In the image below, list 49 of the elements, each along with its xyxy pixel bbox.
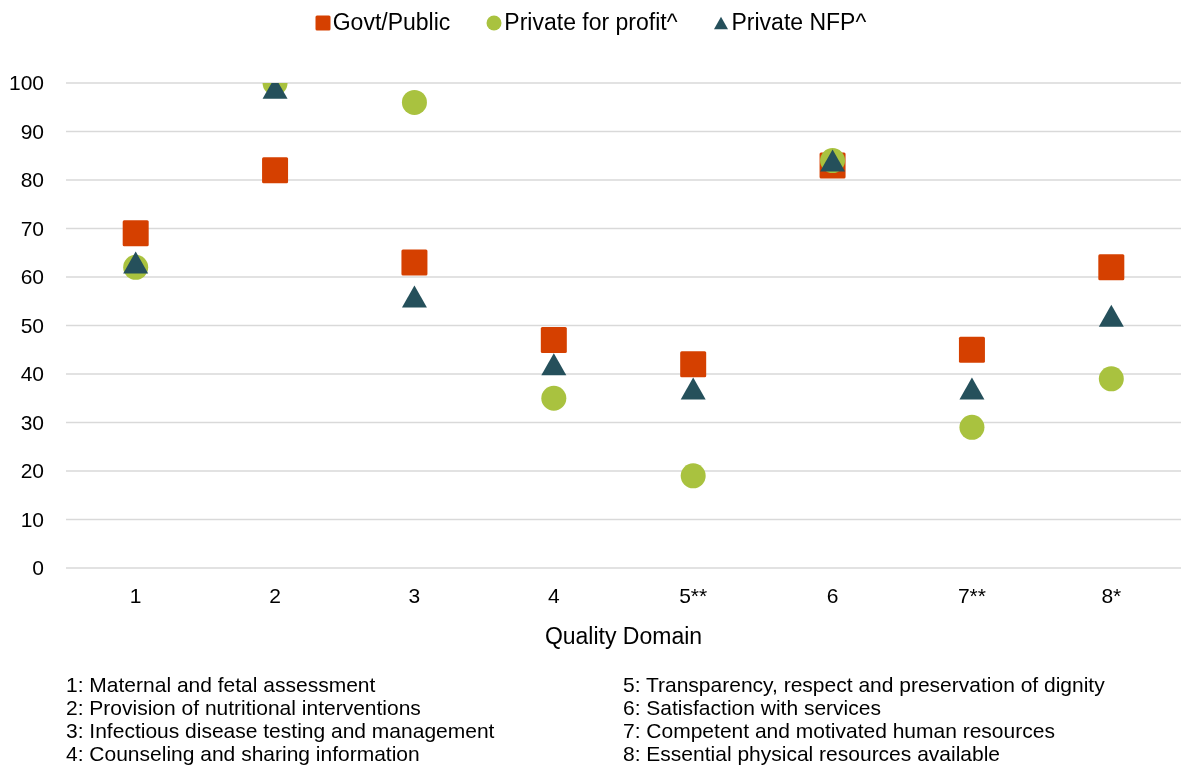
point	[540, 327, 567, 354]
text: 1: Maternal and fetal assessment	[66, 673, 377, 696]
x-axis-title: Quality Domain	[544, 623, 703, 649]
point	[958, 336, 985, 363]
x-tick-label: 7**	[957, 583, 986, 607]
x-tick-label: 1	[129, 583, 142, 607]
x-tick-label: 8*	[1101, 583, 1122, 607]
point	[959, 377, 985, 400]
y-tick-label: 90	[20, 119, 44, 143]
y-tick-label: 100	[8, 71, 44, 95]
x-tick-label: 4	[547, 583, 560, 607]
y-tick-label: 80	[20, 168, 44, 192]
point	[680, 463, 706, 489]
text: 2: Provision of nutritional interventions	[66, 696, 422, 719]
y-tick-label: 10	[20, 507, 44, 531]
x-tick-label: 6	[826, 583, 839, 607]
x-tick-label: 3	[408, 583, 421, 607]
point	[680, 351, 707, 378]
y-tick-label: 60	[20, 265, 44, 289]
text: 6: Satisfaction with services	[623, 696, 882, 719]
point	[959, 414, 985, 440]
point	[262, 157, 289, 184]
text: 4: Counseling and sharing information	[66, 742, 421, 765]
point	[541, 385, 567, 411]
legend-label: Private NFP^	[731, 9, 867, 36]
y-tick-label: 0	[32, 556, 44, 580]
point	[401, 89, 427, 115]
x-tick-label: 2	[269, 583, 281, 607]
point	[680, 377, 706, 400]
legend-label: Govt/Public	[332, 9, 451, 36]
text: 8: Essential physical resources available	[623, 742, 1002, 765]
point	[1098, 366, 1124, 392]
point	[1098, 304, 1124, 327]
y-tick-label: 30	[20, 410, 44, 434]
y-tick-label: 50	[20, 313, 44, 337]
point	[123, 251, 149, 274]
y-tick-label: 70	[20, 216, 44, 240]
text: 5: Transparency, respect and preservation of dignity	[623, 673, 1106, 696]
point	[1098, 254, 1125, 281]
point	[541, 353, 567, 376]
y-tick-label: 20	[20, 459, 44, 483]
x-tick-label: 5**	[679, 583, 708, 607]
legend-label: Private for profit^	[504, 9, 678, 36]
point	[401, 285, 427, 308]
y-tick-label: 40	[20, 362, 44, 386]
point	[122, 220, 149, 247]
point	[401, 249, 428, 276]
text: 3: Infectious disease testing and management	[66, 719, 496, 742]
text: 7: Competent and motivated human resources	[623, 719, 1056, 742]
